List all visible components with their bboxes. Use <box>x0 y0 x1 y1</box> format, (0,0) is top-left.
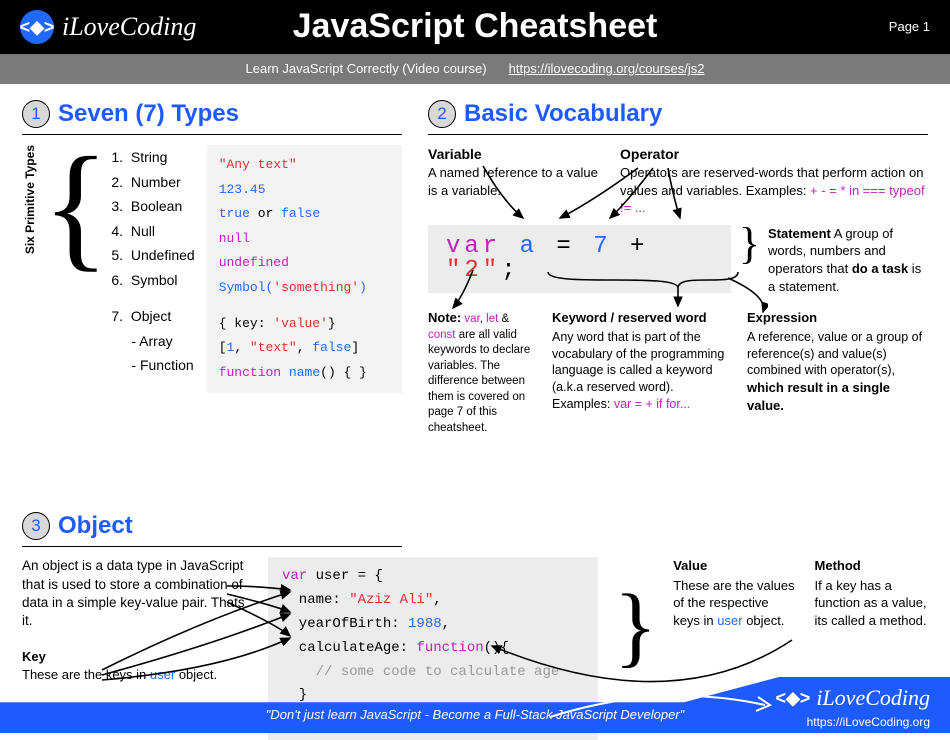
primitive-label: Six Primitive Types <box>22 145 38 294</box>
keyword-def: Keyword / reserved word Any word that is… <box>552 309 733 436</box>
section-2-title: Basic Vocabulary <box>464 98 662 130</box>
logo-icon: <◆> <box>20 10 54 44</box>
type-array: - Array <box>111 329 194 354</box>
type-list: 1. String 2. Number 3. Boolean 4. Null 5… <box>111 145 194 393</box>
section-1-title: Seven (7) Types <box>58 98 239 130</box>
type-number: Number <box>131 174 181 190</box>
footer-logo-icon: <◆> <box>775 686 810 710</box>
footer-logo: <◆> iLoveCoding https://iLoveCoding.org <box>775 683 930 730</box>
key-def: Key These are the keys in user object. <box>22 648 252 683</box>
section-3-title: Object <box>58 510 133 542</box>
obj-brace-icon: } <box>614 557 657 697</box>
type-undefined: Undefined <box>131 247 195 263</box>
left-brace-icon: { <box>42 137 109 277</box>
header-bar: <◆> iLoveCoding JavaScript Cheatsheet Pa… <box>0 0 950 54</box>
operator-def: Operator Operators are reserved-words th… <box>620 145 928 217</box>
section-types: 1 Seven (7) Types Six Primitive Types { … <box>22 98 402 393</box>
course-text: Learn JavaScript Correctly (Video course… <box>246 60 487 78</box>
type-symbol: Symbol <box>131 272 178 288</box>
statement-code: var a = 7 + "2"; <box>428 225 731 293</box>
badge-1: 1 <box>22 100 50 128</box>
right-brace-icon: } <box>739 225 760 263</box>
section-3-heading: 3 Object <box>22 510 402 547</box>
brand-logo: <◆> iLoveCoding <box>20 9 196 44</box>
section-2-heading: 2 Basic Vocabulary <box>428 98 928 135</box>
brand-name: iLoveCoding <box>62 9 196 44</box>
section-vocabulary: 2 Basic Vocabulary Variable A named refe… <box>428 98 928 436</box>
statement-def: Statement A group of words, numbers and … <box>768 225 928 295</box>
type-null: Null <box>131 223 155 239</box>
badge-2: 2 <box>428 100 456 128</box>
expression-def: Expression A reference, value or a group… <box>747 309 928 436</box>
type-boolean: Boolean <box>131 198 182 214</box>
badge-3: 3 <box>22 512 50 540</box>
variable-def: Variable A named reference to a value is… <box>428 145 598 217</box>
page-number: Page 1 <box>889 18 930 36</box>
footer-link[interactable]: https://iLoveCoding.org <box>807 715 930 729</box>
type-object: Object <box>131 308 171 324</box>
subheader-bar: Learn JavaScript Correctly (Video course… <box>0 54 950 84</box>
type-function: - Function <box>111 353 194 378</box>
note-block: Note: var, let & const are all valid key… <box>428 309 538 436</box>
footer-brand: iLoveCoding <box>816 683 930 713</box>
course-link[interactable]: https://ilovecoding.org/courses/js2 <box>509 60 705 78</box>
type-string: String <box>131 149 168 165</box>
type-examples-code: "Any text" 123.45 true or false null und… <box>207 145 402 393</box>
